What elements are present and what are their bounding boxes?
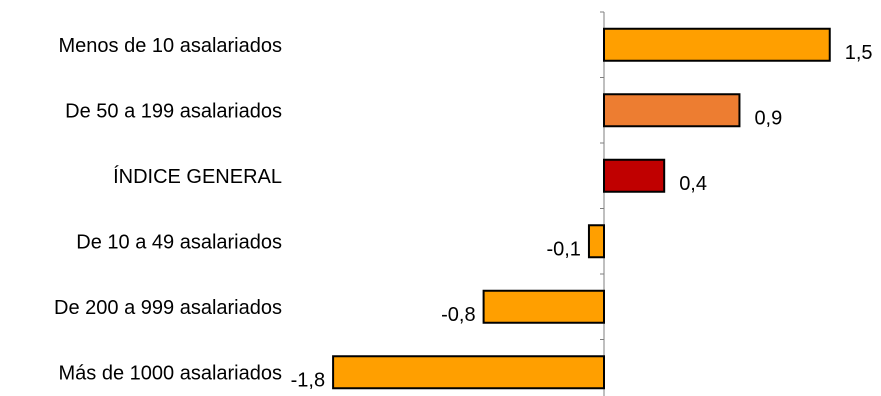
- category-label: De 50 a 199 asalariados: [65, 100, 282, 122]
- bar: [603, 27, 831, 62]
- value-label: 1,5: [845, 42, 873, 64]
- category-label: Menos de 10 asalariados: [59, 35, 282, 57]
- category-label: Más de 1000 asalariados: [59, 362, 282, 384]
- value-label: -0,1: [546, 238, 580, 260]
- value-label: -1,8: [291, 369, 325, 391]
- value-label: -0,8: [441, 304, 475, 326]
- category-label: ÍNDICE GENERAL: [113, 165, 282, 188]
- value-labels: 1,5 0,9 0,4 -0,1 -0,8 -1,8: [291, 42, 873, 392]
- bar: [603, 158, 666, 193]
- category-labels: Menos de 10 asalariados De 50 a 199 asala…: [54, 35, 282, 385]
- bar: [332, 355, 605, 390]
- chart-bars: [332, 27, 831, 390]
- category-label: De 200 a 999 asalariados: [54, 297, 282, 319]
- value-label: 0,9: [754, 107, 782, 129]
- bar: [587, 224, 606, 259]
- category-label: De 10 a 49 asalariados: [76, 231, 282, 253]
- value-label: 0,4: [679, 173, 707, 195]
- bar: [482, 289, 606, 324]
- bar: [603, 93, 741, 128]
- chart-axis: [600, 11, 605, 396]
